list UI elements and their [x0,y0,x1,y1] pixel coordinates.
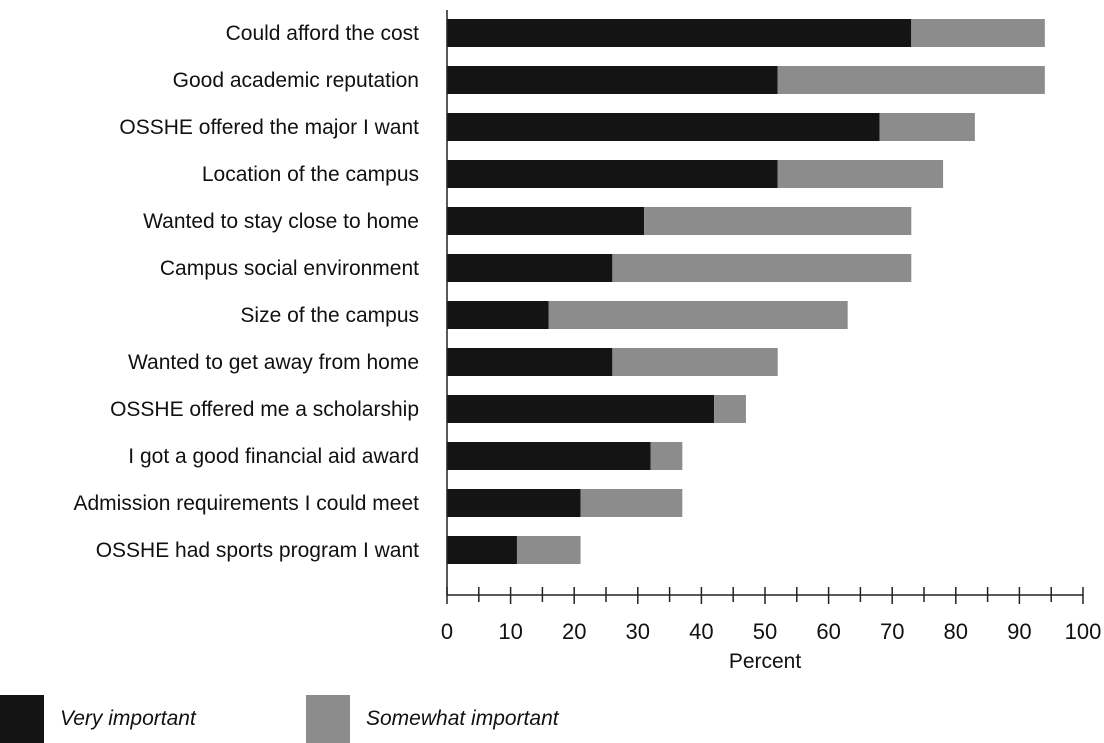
category-label: Admission requirements I could meet [74,492,420,515]
legend-label-very-important: Very important [60,707,196,730]
category-label: OSSHE offered the major I want [119,116,419,139]
category-label: Good academic reputation [173,69,419,92]
bar-very-important [447,113,880,141]
category-label: Size of the campus [240,304,419,327]
category-label: OSSHE offered me a scholarship [110,398,419,421]
bar-somewhat-important [516,536,581,564]
category-label: I got a good financial aid award [128,445,419,468]
bar-very-important [447,442,651,470]
x-tick-label: 50 [753,619,777,644]
bar-very-important [447,254,613,282]
x-tick-label: 100 [1065,619,1102,644]
x-tick-label: 80 [944,619,968,644]
x-tick-label: 60 [816,619,840,644]
bar-very-important [447,348,613,376]
x-tick-label: 70 [880,619,904,644]
bar-somewhat-important [644,207,912,235]
category-label: Campus social environment [160,257,419,280]
bar-very-important [447,160,778,188]
bar-very-important [447,207,645,235]
category-label: OSSHE had sports program I want [96,539,419,562]
x-tick-label: 90 [1007,619,1031,644]
x-tick-label: 10 [498,619,522,644]
category-label: Wanted to stay close to home [143,210,419,233]
legend-item-somewhat-important: Somewhat important [306,695,559,743]
x-tick-label: 40 [689,619,713,644]
bar-very-important [447,301,549,329]
bar-somewhat-important [580,489,683,517]
legend-item-very-important: Very important [0,695,196,743]
bar-very-important [447,489,581,517]
stacked-bar-chart: Could afford the cost Good academic reput… [74,10,1102,673]
bar-very-important [447,66,778,94]
bar-very-important [447,536,517,564]
bar-somewhat-important [777,66,1045,94]
bar-very-important [447,19,912,47]
bar-somewhat-important [612,348,778,376]
bar-somewhat-important [612,254,912,282]
bar-somewhat-important [879,113,975,141]
bar-somewhat-important [714,395,746,423]
category-label: Location of the campus [202,163,419,186]
x-tick-label: 30 [626,619,650,644]
category-label: Could afford the cost [226,22,420,45]
bar-very-important [447,395,715,423]
legend-label-somewhat-important: Somewhat important [366,707,559,730]
legend-swatch-very-important [0,695,44,743]
bar-somewhat-important [548,301,848,329]
bar-somewhat-important [650,442,683,470]
bar-somewhat-important [777,160,944,188]
x-tick-label: 20 [562,619,586,644]
x-axis-title: Percent [729,650,802,673]
legend-swatch-somewhat-important [306,695,350,743]
bar-somewhat-important [911,19,1045,47]
x-tick-label: 0 [441,619,453,644]
category-label: Wanted to get away from home [128,351,419,374]
